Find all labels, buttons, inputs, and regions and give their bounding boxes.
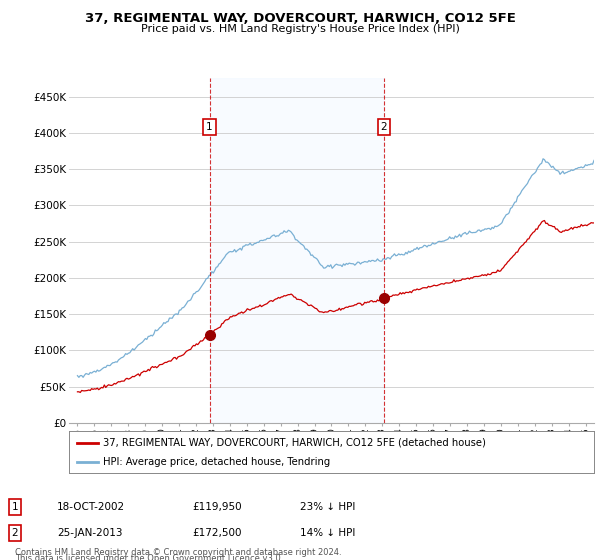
Text: 37, REGIMENTAL WAY, DOVERCOURT, HARWICH, CO12 5FE (detached house): 37, REGIMENTAL WAY, DOVERCOURT, HARWICH,… — [103, 437, 486, 447]
Text: 18-OCT-2002: 18-OCT-2002 — [57, 502, 125, 512]
Text: 23% ↓ HPI: 23% ↓ HPI — [300, 502, 355, 512]
Text: 14% ↓ HPI: 14% ↓ HPI — [300, 528, 355, 538]
Text: 1: 1 — [11, 502, 19, 512]
Text: £119,950: £119,950 — [192, 502, 242, 512]
Text: 2: 2 — [11, 528, 19, 538]
Text: HPI: Average price, detached house, Tendring: HPI: Average price, detached house, Tend… — [103, 457, 331, 467]
Bar — [209, 78, 384, 423]
Text: 1: 1 — [206, 122, 213, 132]
Text: Contains HM Land Registry data © Crown copyright and database right 2024.: Contains HM Land Registry data © Crown c… — [15, 548, 341, 557]
Text: 25-JAN-2013: 25-JAN-2013 — [57, 528, 122, 538]
Text: This data is licensed under the Open Government Licence v3.0.: This data is licensed under the Open Gov… — [15, 554, 283, 560]
Text: 37, REGIMENTAL WAY, DOVERCOURT, HARWICH, CO12 5FE: 37, REGIMENTAL WAY, DOVERCOURT, HARWICH,… — [85, 12, 515, 25]
Text: £172,500: £172,500 — [192, 528, 241, 538]
Text: 2: 2 — [380, 122, 388, 132]
Text: Price paid vs. HM Land Registry's House Price Index (HPI): Price paid vs. HM Land Registry's House … — [140, 24, 460, 34]
